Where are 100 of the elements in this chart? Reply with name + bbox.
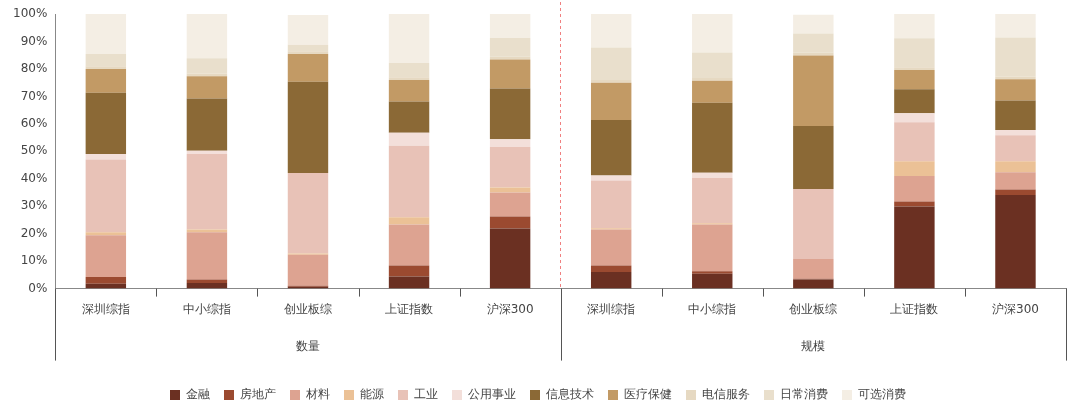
bar — [287, 54, 329, 82]
y-tick-label: 50% — [20, 143, 48, 158]
bar — [793, 55, 834, 127]
bar — [489, 146, 531, 188]
legend-label: 医疗保健 — [624, 387, 672, 402]
bar — [388, 14, 430, 63]
y-tick-label: 90% — [20, 33, 48, 48]
legend-label: 电信服务 — [702, 387, 750, 402]
x-tick-label: 沪深300 — [486, 301, 534, 316]
bar — [186, 283, 228, 289]
bar — [995, 161, 1036, 173]
bar — [995, 172, 1036, 190]
bar — [489, 139, 531, 147]
bar — [85, 92, 127, 155]
bar — [489, 59, 531, 89]
bar — [590, 14, 632, 48]
bar — [489, 37, 531, 57]
bar — [692, 14, 733, 53]
legend-label: 金融 — [186, 387, 210, 402]
legend-label: 信息技术 — [546, 387, 594, 402]
bar — [793, 258, 834, 279]
bar — [388, 276, 430, 289]
bar — [995, 194, 1036, 289]
legend-label: 可选消费 — [858, 387, 906, 402]
text: 数量 — [295, 338, 320, 353]
bar — [894, 38, 935, 68]
bar — [590, 180, 632, 229]
bar — [793, 279, 834, 289]
bar — [287, 172, 329, 254]
bar — [186, 150, 228, 155]
bar — [692, 273, 733, 289]
bar — [85, 14, 127, 55]
bar — [995, 135, 1036, 162]
bar — [85, 232, 127, 236]
bar — [489, 216, 531, 229]
bar — [590, 175, 632, 181]
y-tick-label: 0% — [28, 280, 48, 295]
bar — [186, 232, 228, 280]
bar — [894, 113, 935, 123]
bar — [590, 229, 632, 266]
bar — [388, 101, 430, 133]
bar — [388, 224, 430, 266]
bar — [287, 81, 329, 173]
bar — [388, 217, 430, 225]
bar — [995, 189, 1036, 195]
bar — [186, 58, 228, 74]
legend-label: 工业 — [414, 387, 438, 402]
bar — [85, 159, 127, 233]
bar — [388, 79, 430, 102]
bar — [85, 277, 127, 284]
bar — [388, 132, 430, 146]
bar — [489, 228, 531, 289]
y-tick-label: 10% — [20, 253, 48, 268]
x-tick-label: 上证指数 — [890, 301, 939, 316]
bar — [692, 52, 733, 78]
bar — [692, 80, 733, 103]
x-tick-label: 深圳综指 — [81, 301, 130, 316]
legend-label: 日常消费 — [780, 387, 828, 402]
bar — [388, 265, 430, 277]
bar — [894, 89, 935, 114]
bar — [793, 33, 834, 53]
x-tick-label: 上证指数 — [385, 301, 434, 316]
bar — [894, 206, 935, 289]
bar — [995, 14, 1036, 38]
bar — [894, 161, 935, 177]
x-tick-label: 创业板综 — [789, 301, 838, 316]
y-tick-label: 20% — [20, 225, 48, 240]
x-tick-label: 深圳综指 — [587, 301, 636, 316]
bar — [85, 54, 127, 67]
bar — [186, 98, 228, 151]
y-tick-label: 60% — [20, 115, 48, 130]
bar — [388, 145, 430, 218]
bar — [186, 154, 228, 230]
bar — [995, 100, 1036, 130]
x-tick-label: 中小综指 — [688, 301, 737, 316]
legend-label: 能源 — [360, 387, 384, 402]
bar — [692, 271, 733, 274]
bar — [85, 154, 127, 160]
bar — [692, 224, 733, 272]
bar — [692, 172, 733, 178]
x-tick-label: 中小综指 — [182, 301, 231, 316]
bar — [489, 192, 531, 217]
bar — [894, 176, 935, 202]
bar — [85, 235, 127, 278]
bar — [186, 76, 228, 99]
bar — [287, 15, 329, 45]
bar — [692, 177, 733, 224]
bar — [590, 120, 632, 176]
bar — [186, 14, 228, 59]
bar — [85, 68, 127, 93]
bar — [894, 70, 935, 90]
bar — [287, 44, 329, 52]
x-tick-label: 创业板综 — [283, 301, 332, 316]
bar — [995, 129, 1036, 136]
bar — [590, 82, 632, 120]
bar — [590, 272, 632, 289]
bar — [894, 14, 935, 39]
y-tick-label: 30% — [20, 198, 48, 213]
legend-label: 公用事业 — [468, 387, 516, 402]
y-tick-label: 40% — [20, 170, 48, 185]
